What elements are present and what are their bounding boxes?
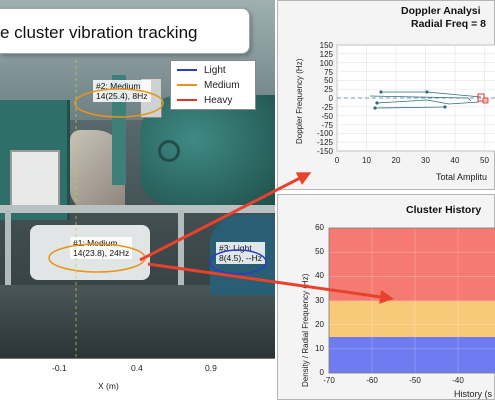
camera-x-axis: -0.1 0.4 0.9 X (m) [0,358,275,400]
doppler-y-tick-2: 100 [319,58,333,68]
cluster-1-line2: 14(23.8), 24Hz [73,248,130,258]
doppler-track-4 [374,106,446,109]
doppler-subtitle: Radial Freq = 8 [411,18,486,30]
doppler-x-tick-5: 50 [480,156,489,165]
history-title: Cluster History [406,204,482,216]
history-x-tick-0: -70 [323,376,335,385]
doppler-y-tick-5: 25 [324,85,333,95]
cluster-3-line2: 8(4.5), --Hz [219,253,262,263]
history-band-heavy [329,228,495,301]
camera-x-tick-1: -0.1 [52,363,67,373]
doppler-point [373,106,377,110]
history-band-light [329,337,495,373]
history-y-tick-5: 10 [315,343,324,353]
history-x-tick-3: -40 [452,376,464,385]
doppler-panel: Doppler Analysi Radial Freq = 8 150 125 10… [277,0,495,190]
legend-item-heavy: Heavy [177,95,232,107]
doppler-title: Doppler Analysi [401,5,481,17]
cluster-legend: Light Medium Heavy [170,60,256,110]
doppler-marker [477,93,485,102]
doppler-y-tick-12: -150 [316,147,333,156]
doppler-point [425,90,429,94]
doppler-y-tick-4: 50 [324,76,333,86]
history-y-tick-1: 50 [315,247,324,257]
legend-label-light: Light [204,65,226,76]
history-y-tick-4: 20 [315,319,324,329]
doppler-y-tick-11: -125 [316,138,333,148]
camera-view: H2 e cluster vibration tracking Light Me… [0,0,275,358]
camera-x-label: X (m) [98,381,119,391]
doppler-point [443,105,447,109]
doppler-y-tick-1: 125 [319,49,333,59]
doppler-y-tick-3: 75 [324,67,333,77]
title-banner: e cluster vibration tracking [0,8,250,54]
doppler-y-tick-0: 150 [319,41,333,50]
cluster-3-label[interactable]: #3: Light 8(4.5), --Hz [216,242,265,264]
history-x-label: History (s [454,389,492,399]
history-y-tick-6: 0 [319,368,324,377]
cluster-3-line1: #3: Light [219,243,252,253]
history-panel: Cluster History 60 50 40 30 20 10 0 -70 -60 -50 -… [277,194,495,400]
history-plot [328,227,495,374]
legend-label-medium: Medium [204,80,240,91]
history-band-medium [329,301,495,337]
doppler-x-tick-1: 10 [362,156,371,165]
camera-x-tick-3: 0.9 [205,363,217,373]
doppler-x-tick-0: 0 [334,156,340,165]
doppler-y-tick-6: 0 [328,94,333,103]
history-y-label: Density / Radial Frequency (Hz) [301,273,310,387]
scene-floor [0,285,275,358]
doppler-x-tick-2: 20 [391,156,401,165]
doppler-y-tick-9: -75 [321,120,333,130]
doppler-plot [336,44,495,152]
doppler-x-tick-4: 40 [450,156,460,165]
doppler-y-tick-7: -25 [321,102,333,112]
cluster-2-line1: #2: Medium [96,81,141,91]
scene-rail [0,205,275,213]
cluster-2-line2: 14(25.4), 8Hz [96,91,148,101]
doppler-point [379,90,383,94]
history-y-tick-2: 40 [315,271,324,281]
doppler-y-tick-10: -100 [316,129,333,139]
doppler-track-3 [376,99,480,105]
legend-item-light: Light [177,65,226,77]
history-x-tick-2: -50 [409,376,421,385]
legend-line-medium [177,84,197,87]
legend-line-heavy [177,99,197,102]
legend-line-light [177,69,197,72]
doppler-y-tick-8: -50 [321,111,333,121]
scene-valve-wheel [158,140,180,162]
history-y-tick-3: 30 [315,295,324,305]
doppler-gridlines [336,44,495,152]
doppler-track-2 [369,95,472,102]
doppler-point [375,101,379,105]
history-y-tick-0: 60 [315,223,324,232]
history-x-tick-1: -60 [366,376,378,385]
legend-label-heavy: Heavy [204,95,233,106]
banner-title: e cluster vibration tracking [0,23,198,42]
h2-marking: H2 [28,162,54,184]
legend-item-medium: Medium [177,80,240,92]
history-plot-frame [328,227,495,374]
doppler-x-label: Total Amplitu [436,172,488,182]
scene-rail-post [5,210,11,358]
camera-x-tick-2: 0.4 [131,363,143,373]
doppler-marker [482,97,489,104]
scene-cylinder [10,150,60,210]
cluster-1-label[interactable]: #1: Medium 14(23.8), 24Hz [70,237,133,259]
cluster-2-label[interactable]: #2: Medium 14(25.4), 8Hz [93,80,151,102]
cluster-1-line1: #1: Medium [73,238,118,248]
doppler-x-tick-3: 30 [421,156,430,165]
